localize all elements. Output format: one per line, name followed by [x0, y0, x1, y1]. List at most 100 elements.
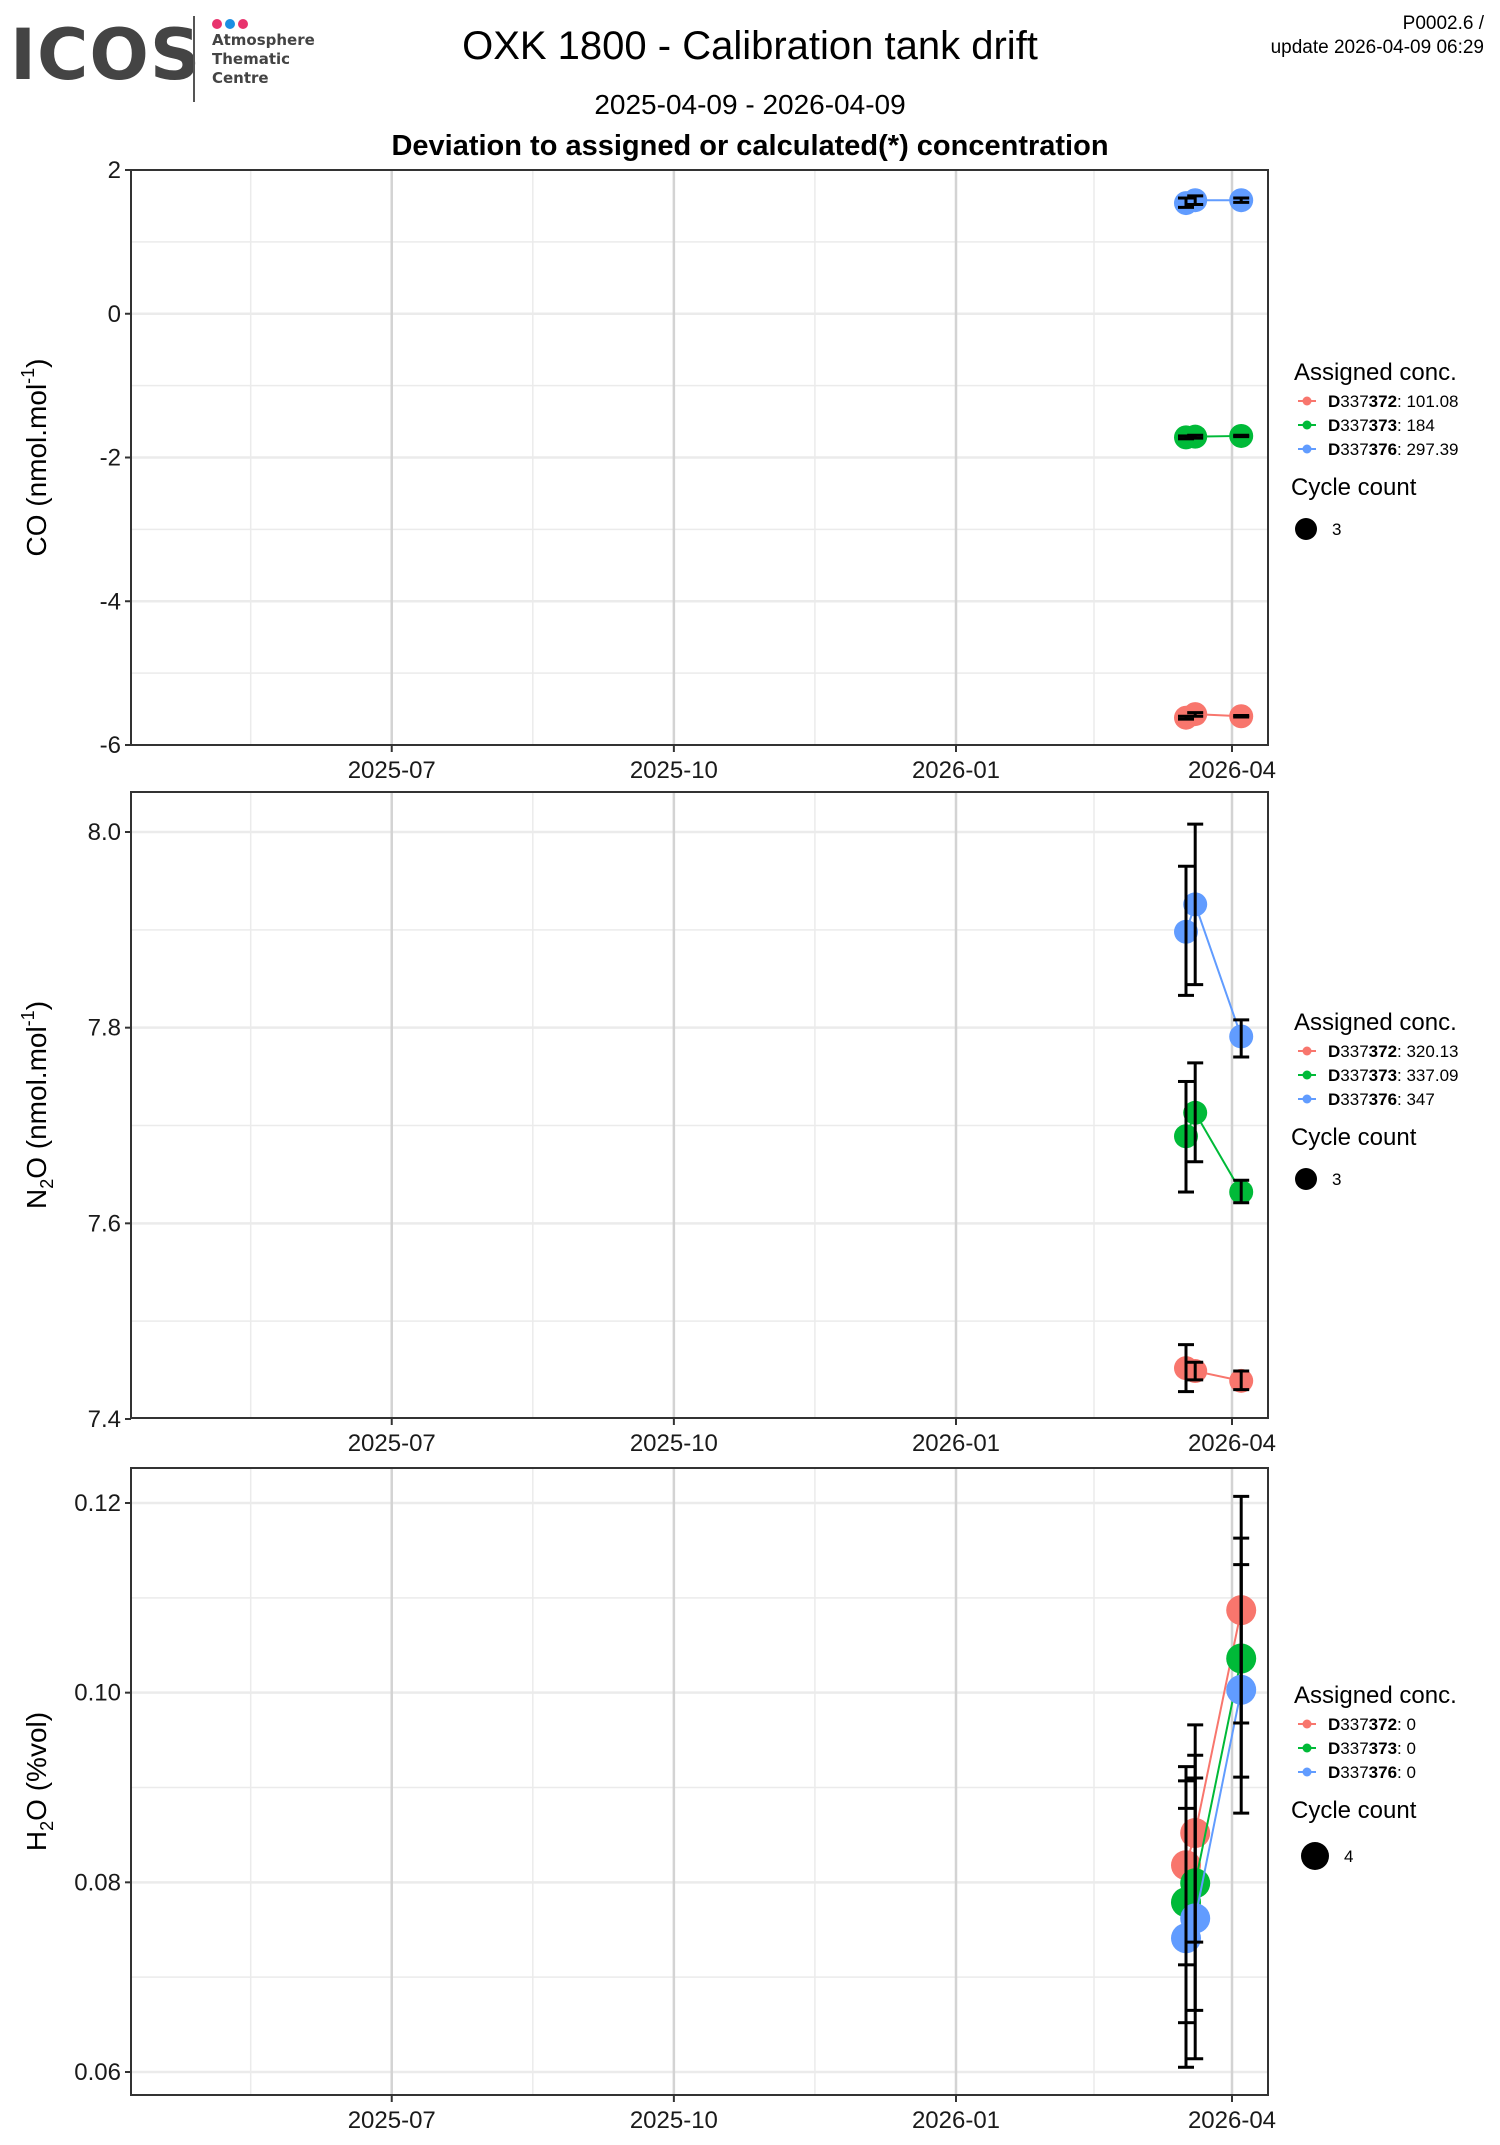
error-bar-D337372: [1233, 714, 1250, 719]
y-tick-label: 2: [108, 157, 121, 184]
legend-label-value: : 0: [1397, 1763, 1416, 1782]
y-tick-label: 0.10: [74, 1680, 121, 1707]
size-legend-label: 4: [1344, 1847, 1353, 1866]
y-tick-label: 7.6: [88, 1210, 121, 1237]
y-tick-label: 8.0: [88, 819, 121, 846]
legend-key-D337373: [1298, 420, 1316, 430]
legend-key-point: [1302, 396, 1312, 406]
y-axis-title: H2O (%vol): [21, 1712, 57, 1851]
error-bar-D337373: [1187, 1061, 1204, 1164]
size-legend-key: [1301, 1842, 1329, 1870]
legend-label-plain: 337: [1340, 1090, 1368, 1109]
legend-label-plain: 337: [1340, 440, 1368, 459]
legend-label-value: : 0: [1397, 1739, 1416, 1758]
axis-title-part: N: [21, 1189, 52, 1209]
legend-label-bold: D: [1328, 416, 1340, 435]
legend-key-D337372: [1298, 396, 1316, 406]
error-bar-D337372: [1178, 1343, 1194, 1394]
legend-key-point: [1302, 444, 1312, 454]
panel-n2o: 8.0 7.8 7.6 7.4 2025-07 2025-10 2026-01 2026-04…: [18, 791, 1458, 1457]
logo-dot: [212, 19, 222, 29]
legend-label-bold: 372: [1369, 392, 1397, 411]
legend-title: Assigned conc.: [1294, 359, 1457, 386]
legend-label-value: : 101.08: [1397, 392, 1458, 411]
logo-dots-icon: [212, 16, 251, 34]
legend-label-value: : 320.13: [1397, 1042, 1458, 1061]
legend-label-plain: 337: [1340, 416, 1368, 435]
y-tick-label: -6: [100, 732, 121, 759]
y-axis-title: CO (nmol.mol-1): [18, 358, 52, 556]
x-tick-label: 2026-04: [1188, 1430, 1276, 1457]
legend-label-value: : 184: [1397, 416, 1435, 435]
x-tick-label: 2026-01: [912, 1430, 1000, 1457]
error-bar-D337373: [1233, 1178, 1250, 1205]
x-tick-label: 2025-07: [348, 2107, 436, 2134]
legend-label-bold: D: [1328, 1715, 1340, 1734]
axis-title-part: H: [21, 1831, 52, 1851]
axis-title-superscript: -1: [18, 1010, 38, 1026]
legend-entry-label: D337376: 347: [1328, 1090, 1435, 1109]
legend-label-value: : 337.09: [1397, 1066, 1458, 1085]
axis-title-subscript: 2: [37, 1179, 57, 1189]
legend-entry-label: D337372: 101.08: [1328, 392, 1458, 411]
legend-entry-label: D337372: 320.13: [1328, 1042, 1458, 1061]
legend-entry-label: D337376: 0: [1328, 1763, 1416, 1782]
error-bar-D337376: [1178, 1806, 1194, 2069]
legend-key-point: [1302, 1070, 1312, 1080]
legend-label-bold: 373: [1369, 416, 1397, 435]
error-bar-D337376: [1178, 196, 1194, 209]
x-tick-label: 2026-04: [1188, 757, 1276, 784]
axis-title-superscript: -1: [18, 368, 38, 384]
legend-label-bold: 373: [1369, 1739, 1397, 1758]
y-tick-label: -4: [100, 588, 121, 615]
logo-subtitle: Atmosphere Thematic Centre: [212, 31, 315, 88]
error-bar-D337373: [1187, 433, 1204, 440]
legend-label-bold: D: [1328, 392, 1340, 411]
size-legend-key: [1295, 518, 1317, 540]
x-tick-label: 2026-01: [912, 757, 1000, 784]
plot-background: [131, 792, 1268, 1418]
legend-label-bold: D: [1328, 1090, 1340, 1109]
legend-label-value: : 297.39: [1397, 440, 1458, 459]
legend-key-point: [1302, 420, 1312, 430]
legend-key-D337372: [1298, 1719, 1316, 1729]
x-tick-label: 2025-10: [630, 2107, 718, 2134]
y-tick-label: 7.8: [88, 1015, 121, 1042]
page-title: OXK 1800 - Calibration tank drift: [462, 24, 1038, 68]
x-tick-label: 2025-07: [348, 757, 436, 784]
legend-entry-label: D337373: 0: [1328, 1739, 1416, 1758]
logo-dot: [225, 19, 235, 29]
error-bar-D337376: [1187, 1776, 1204, 2061]
legend-label-bold: D: [1328, 440, 1340, 459]
legend-entry-label: D337373: 184: [1328, 416, 1435, 435]
error-bar-D337372: [1187, 1360, 1204, 1382]
panel-h2o: 0.12 0.10 0.08 0.06 2025-07 2025-10 2026-01 202…: [21, 1467, 1457, 2134]
legend-key-D337373: [1298, 1743, 1316, 1753]
axis-title-subscript: 2: [37, 1821, 57, 1831]
axis-title-part: ): [21, 1001, 52, 1010]
plot-background: [131, 1468, 1268, 2095]
axis-title-part: O (%vol): [21, 1712, 52, 1821]
error-bar-D337376: [1187, 194, 1204, 206]
legend-label-bold: D: [1328, 1739, 1340, 1758]
axis-title-part: CO (nmol.mol: [21, 384, 52, 557]
plot-frame: [130, 1467, 1269, 2096]
size-legend-label: 3: [1332, 1170, 1341, 1189]
legend-label-bold: 376: [1369, 440, 1397, 459]
y-tick-label: 0.06: [74, 2059, 121, 2086]
legend-entry-label: D337373: 337.09: [1328, 1066, 1458, 1085]
legend-key-point: [1302, 1094, 1312, 1104]
logo-line-1: Atmosphere: [212, 31, 315, 49]
logo-line-3: Centre: [212, 69, 269, 87]
x-tick-label: 2025-10: [630, 1430, 718, 1457]
legend-entry-label: D337372: 0: [1328, 1715, 1416, 1734]
legend-label-bold: 373: [1369, 1066, 1397, 1085]
legend-key-point: [1302, 1767, 1312, 1777]
legend-key-point: [1302, 1719, 1312, 1729]
legend-label-plain: 337: [1340, 1763, 1368, 1782]
